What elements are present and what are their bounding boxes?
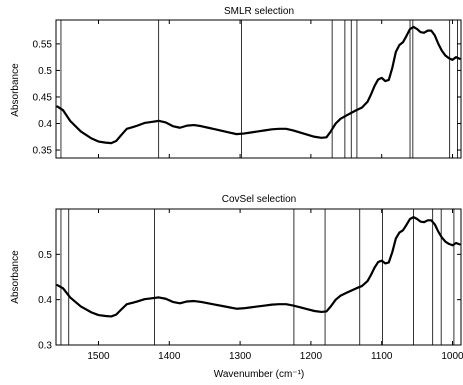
covsel-x-tick-label: 1200 bbox=[300, 351, 323, 362]
smlr-spectrum-line bbox=[56, 25, 461, 145]
covsel-plot-frame bbox=[55, 208, 462, 346]
covsel-x-tick-label: 1000 bbox=[441, 351, 463, 362]
smlr-y-axis-label: Absorbance bbox=[10, 63, 21, 117]
smlr-y-tick-label: 0.4 bbox=[38, 119, 52, 130]
smlr-plot-frame bbox=[55, 19, 462, 159]
covsel-y-tick-label: 0.5 bbox=[38, 250, 52, 261]
covsel-panel-title: CovSel selection bbox=[222, 194, 296, 205]
smlr-y-tick-label: 0.45 bbox=[33, 92, 53, 103]
x-axis-label: Wavenumber (cm⁻¹) bbox=[214, 369, 304, 380]
covsel-x-tick-label: 1100 bbox=[371, 351, 393, 362]
covsel-selection-panel: CovSel selection Absorbance Wavenumber (… bbox=[10, 194, 463, 380]
smlr-y-tick-label: 0.35 bbox=[33, 146, 53, 157]
covsel-x-tick-label: 1500 bbox=[87, 351, 110, 362]
smlr-panel-title: SMLR selection bbox=[224, 6, 294, 17]
covsel-x-tick-label: 1400 bbox=[158, 351, 181, 362]
covsel-x-tick-label: 1300 bbox=[229, 351, 252, 362]
covsel-y-tick-label: 0.3 bbox=[38, 341, 52, 352]
covsel-y-axis-label: Absorbance bbox=[10, 250, 21, 304]
covsel-spectrum-line bbox=[56, 216, 461, 318]
smlr-y-tick-label: 0.55 bbox=[33, 39, 53, 50]
smlr-selection-panel: SMLR selection Absorbance 0.35 0.4 0.45 0.5… bbox=[10, 6, 462, 159]
smlr-y-tick-label: 0.5 bbox=[38, 66, 52, 77]
covsel-y-tick-label: 0.4 bbox=[38, 295, 52, 306]
